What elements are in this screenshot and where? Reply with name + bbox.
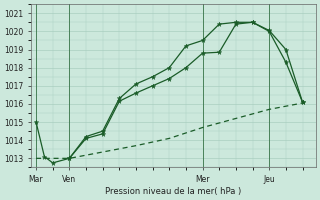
X-axis label: Pression niveau de la mer( hPa ): Pression niveau de la mer( hPa ): [105, 187, 242, 196]
